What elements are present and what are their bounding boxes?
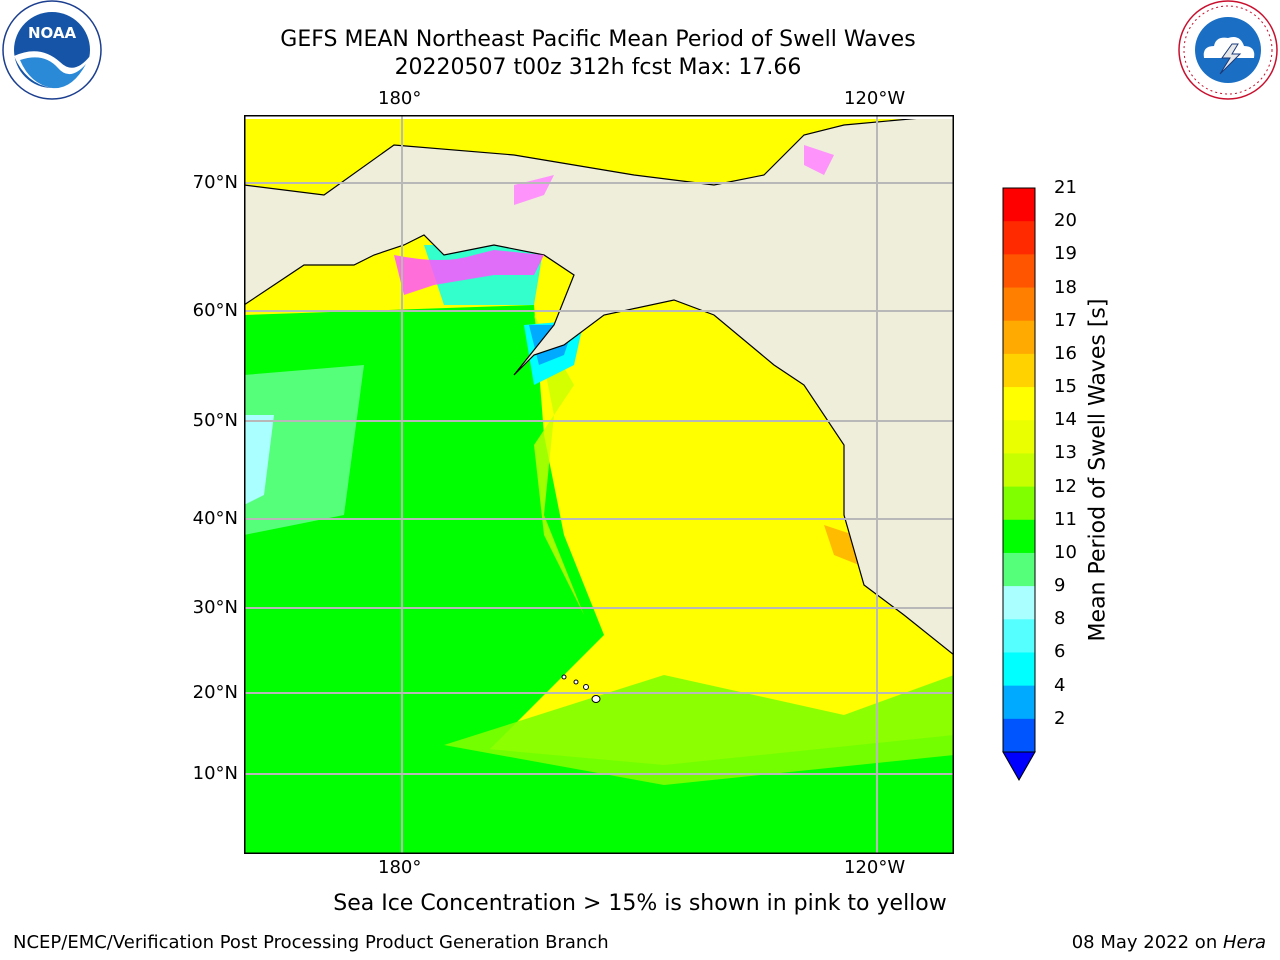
colorbar-segment: [1003, 287, 1035, 322]
colorbar-tick-label: 14: [1054, 409, 1077, 431]
swell-zone-lightcyan: [244, 415, 274, 505]
colorbar-tick-label: 4: [1054, 674, 1066, 696]
hawaii-island: [573, 679, 579, 685]
hawaii-island: [561, 674, 567, 680]
lat-label: 50°N: [192, 410, 238, 431]
colorbar-segment: [1003, 486, 1035, 521]
colorbar-segment: [1003, 387, 1035, 421]
hawaii-island: [591, 695, 601, 703]
colorbar-segment: [1003, 254, 1035, 289]
colorbar-tick-label: 6: [1054, 641, 1066, 663]
swell-period-map: [244, 115, 954, 854]
noaa-logo: NOAA: [2, 0, 102, 100]
sea-ice-note-text: Sea Ice Concentration > 15% is shown in …: [333, 891, 947, 916]
colorbar-tick-label: 10: [1054, 541, 1077, 563]
footer-date-text: 08 May 2022 on: [1071, 932, 1223, 953]
colorbar-segment: [1003, 221, 1035, 255]
colorbar-segment: [1003, 453, 1035, 488]
colorbar-extend-arrow: [1002, 751, 1036, 782]
colorbar: [1002, 187, 1036, 782]
colorbar-tick-label: 8: [1054, 608, 1066, 630]
colorbar-tick-label: 13: [1054, 442, 1077, 464]
lat-label: 70°N: [192, 172, 238, 193]
colorbar-segments: [1003, 188, 1035, 753]
colorbar-segment: [1003, 552, 1035, 587]
colorbar-tick-label: 9: [1054, 575, 1066, 597]
footer-date: 08 May 2022 on Hera: [1072, 932, 1266, 953]
colorbar-segment: [1003, 188, 1035, 222]
colorbar-segment: [1003, 652, 1035, 687]
colorbar-segment: [1003, 619, 1035, 653]
colorbar-segment: [1003, 586, 1035, 620]
lon-label-top: 120°W: [844, 88, 906, 109]
colorbar-segment: [1003, 718, 1035, 753]
hawaii-island: [583, 684, 589, 690]
lat-label: 40°N: [192, 508, 238, 529]
graticule: [244, 115, 954, 854]
colorbar-tick-label: 15: [1054, 376, 1077, 398]
land-mass: [244, 115, 954, 656]
footer-credit: NCEP/EMC/Verification Post Processing Pr…: [13, 932, 609, 953]
nws-logo: [1178, 0, 1278, 100]
noaa-logo-text: NOAA: [28, 24, 77, 42]
swell-zone-yellowgreen: [444, 675, 954, 785]
footer-host: Hera: [1222, 932, 1266, 953]
colorbar-segment: [1003, 420, 1035, 454]
lat-label: 10°N: [192, 763, 238, 784]
colorbar-tick-label: 2: [1054, 707, 1066, 729]
colorbar-segment: [1003, 685, 1035, 720]
colorbar-frame: [1002, 187, 1036, 753]
colorbar-segment: [1003, 519, 1035, 554]
sea-ice-note: Sea Ice Concentration > 15% is shown in …: [0, 891, 1280, 916]
swell-zone-mint: [244, 365, 364, 535]
colorbar-tick-label: 11: [1054, 508, 1077, 530]
colorbar-tick-label: 21: [1054, 177, 1077, 198]
sea-ice-pink: [394, 250, 544, 295]
colorbar-tick-label: 16: [1054, 342, 1077, 364]
chart-title: GEFS MEAN Northeast Pacific Mean Period …: [280, 27, 916, 52]
lon-label-bottom: 120°W: [844, 857, 906, 878]
lat-label: 30°N: [192, 597, 238, 618]
colorbar-segment: [1003, 353, 1035, 388]
lat-label: 20°N: [192, 682, 238, 703]
colorbar-tick-label: 17: [1054, 309, 1077, 331]
map-frame: [244, 115, 954, 854]
colorbar-label: Mean Period of Swell Waves [s]: [1085, 298, 1111, 642]
colorbar-tick-label: 12: [1054, 475, 1077, 497]
colorbar-tick-label: 19: [1054, 243, 1077, 265]
lat-label: 60°N: [192, 300, 238, 321]
sea-ice-pink-ne: [804, 145, 834, 175]
colorbar-tick-label: 20: [1054, 210, 1077, 232]
chart-subtitle: 20220507 t00z 312h fcst Max: 17.66: [394, 55, 802, 80]
lon-label-top: 180°: [378, 88, 422, 109]
colorbar-tick-label: 18: [1054, 276, 1077, 298]
colorbar-segment: [1003, 320, 1035, 355]
lon-label-bottom: 180°: [378, 857, 422, 878]
swell-zone-transition: [534, 315, 584, 615]
